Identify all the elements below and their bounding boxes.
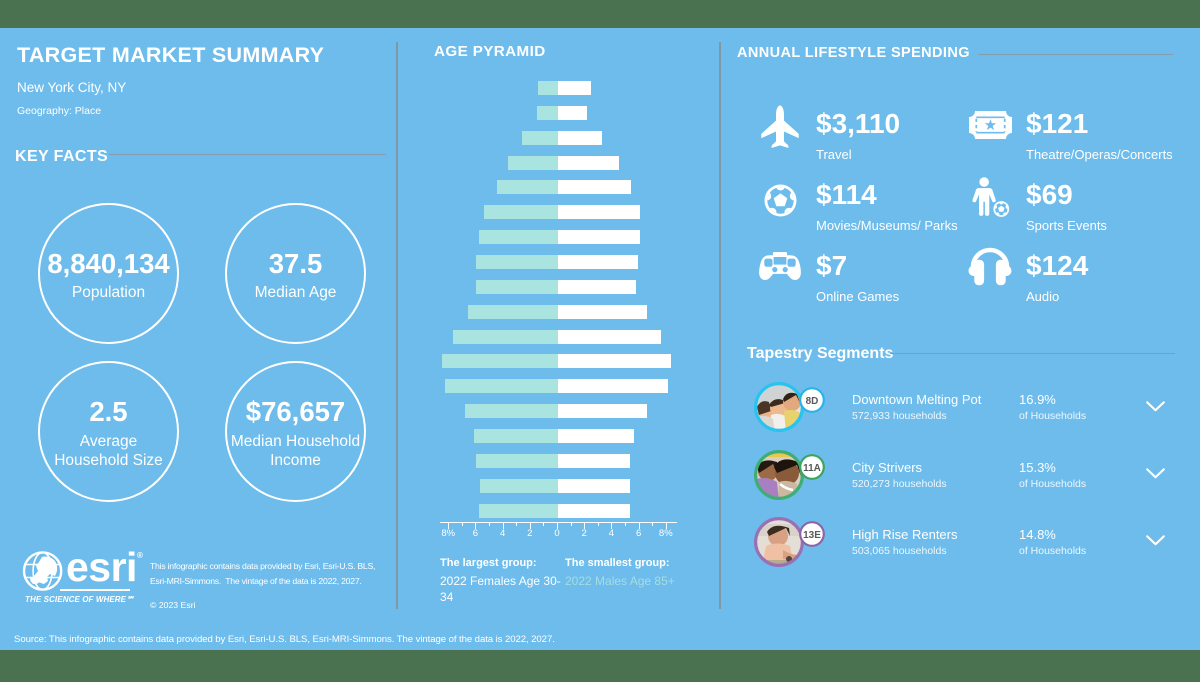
- svg-text:13E: 13E: [803, 530, 821, 541]
- svg-text:8D: 8D: [806, 396, 819, 407]
- svg-text:11A: 11A: [803, 463, 821, 474]
